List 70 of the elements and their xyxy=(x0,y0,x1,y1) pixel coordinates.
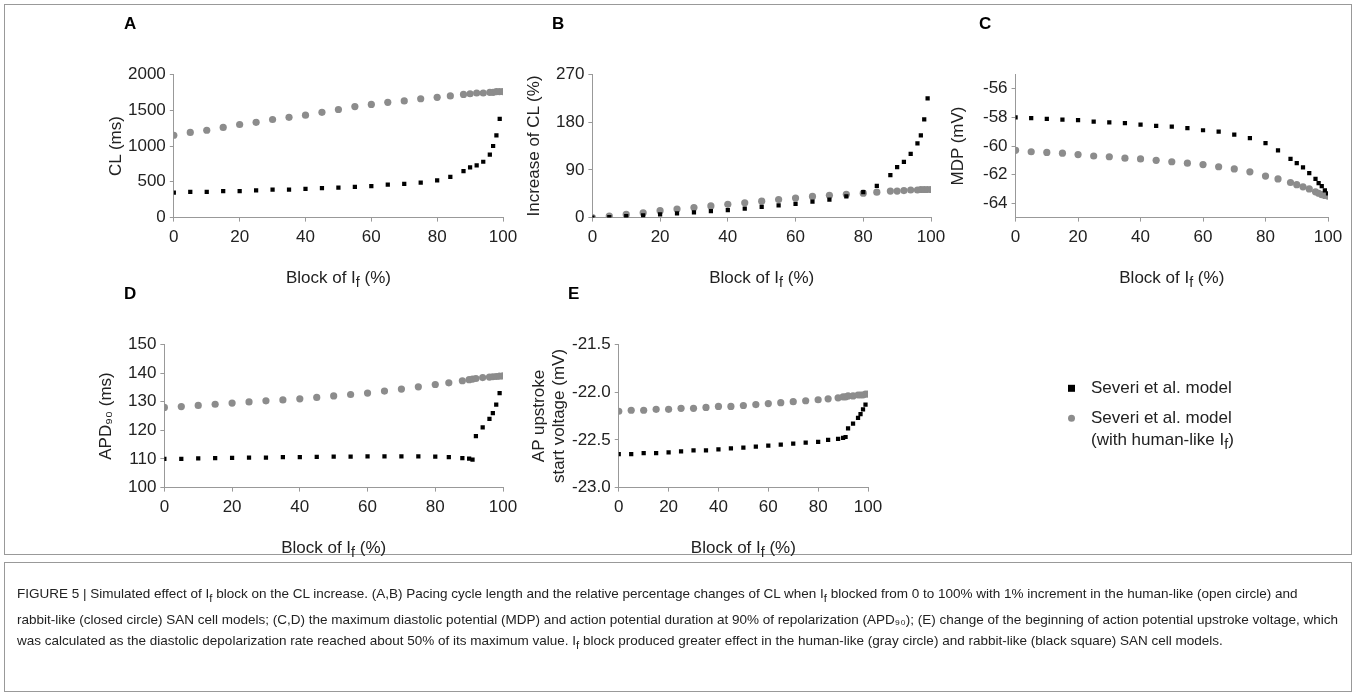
x-tick-label: 80 xyxy=(808,497,828,517)
x-tick-label: 60 xyxy=(361,227,381,247)
x-tick-label: 40 xyxy=(1131,227,1150,247)
y-tick-label: -22.0 xyxy=(572,381,611,401)
x-tick-label: 20 xyxy=(1068,227,1088,247)
y-tick-label: -62 xyxy=(982,164,1008,184)
y-tick-label: 140 xyxy=(127,362,157,382)
y-tick-label: 500 xyxy=(137,171,166,191)
x-axis-title: Block of I$_{f}$ (%) xyxy=(281,537,387,560)
y-tick-label: -21.5 xyxy=(572,334,611,354)
y-axis-title: AP upstroke start voltage (mV) xyxy=(528,348,569,484)
x-axis-title: Block of I$_{f}$ (%) xyxy=(709,267,815,290)
x-tick-label: 0 xyxy=(614,497,624,517)
x-tick-label: 80 xyxy=(425,497,445,517)
y-tick-label: 120 xyxy=(127,420,157,440)
y-tick-label: 2000 xyxy=(127,64,166,84)
y-tick-label: 0 xyxy=(156,207,166,227)
y-axis-title: APD₉₀ (ms) xyxy=(96,372,117,460)
y-tick-label: -60 xyxy=(982,135,1008,155)
x-tick-label: 40 xyxy=(718,227,738,247)
chart-title: B xyxy=(552,13,565,33)
y-axis-title: CL (ms) xyxy=(105,116,126,176)
y-tick-label: -56 xyxy=(982,78,1008,98)
x-tick-label: 60 xyxy=(758,497,778,517)
x-axis-title: Block of I$_{f}$ (%) xyxy=(1119,267,1225,290)
y-tick-label: 150 xyxy=(127,334,157,354)
legend-label: Severi et al. model (with human-like I$_{f}$) xyxy=(1091,406,1234,455)
chart-title: E xyxy=(568,283,580,303)
x-tick-label: 80 xyxy=(853,227,873,247)
x-tick-label: 40 xyxy=(708,497,728,517)
x-tick-label: 0 xyxy=(169,227,179,247)
x-tick-label: 100 xyxy=(853,497,883,517)
x-axis-title: Block of I$_{f}$ (%) xyxy=(690,537,796,560)
x-tick-label: 40 xyxy=(296,227,315,247)
text: FIGURE 5 | Simulated effect of I$_{f}$ block on the CL increase. (A,B) Pacing cycle length and the relative percentage changes of CL when I$_{f}$ blocked from 0 to 100% with 1% increment in the human-like (open circle) and rabbit-like (closed circle) SAN cell models; (C,D) the maximum diastolic potential (MDP) and action potential duration at 90% of repolarization (APD₉₀); (E) change of the beginning of action potential upstroke voltage, which was calculated as the diastolic depolarization rate reached about 50% of its maximum value. I$_{f}$ block produced greater effect in the human-like (gray circle) and rabbit-like (black square) SAN cell models. xyxy=(17,586,1339,651)
legend-label: Severi et al. model xyxy=(1091,376,1232,399)
x-tick-label: 80 xyxy=(1256,227,1275,247)
y-tick-label: 180 xyxy=(555,111,585,131)
x-tick-label: 0 xyxy=(1010,227,1021,247)
y-axis-title: MDP (mV) xyxy=(947,106,968,186)
y-tick-label: 100 xyxy=(127,477,157,497)
chart-title: D xyxy=(124,283,137,303)
x-tick-label: 40 xyxy=(290,497,310,517)
y-tick-label: -22.5 xyxy=(572,429,611,449)
x-tick-label: 20 xyxy=(650,227,670,247)
x-tick-label: 100 xyxy=(488,227,518,247)
x-tick-label: 100 xyxy=(488,497,518,517)
y-tick-label: 270 xyxy=(555,64,585,84)
x-tick-label: 80 xyxy=(427,227,447,247)
chart-title: C xyxy=(979,13,992,33)
x-tick-label: 100 xyxy=(916,227,946,247)
y-tick-label: 1500 xyxy=(127,99,166,119)
x-tick-label: 60 xyxy=(1193,227,1213,247)
x-tick-label: 20 xyxy=(230,227,250,247)
y-axis-title: Increase of CL (%) xyxy=(524,75,545,217)
x-tick-label: 20 xyxy=(659,497,679,517)
y-tick-label: -58 xyxy=(982,107,1008,127)
y-tick-label: 110 xyxy=(129,448,157,468)
x-tick-label: 100 xyxy=(1313,227,1343,247)
x-tick-label: 20 xyxy=(222,497,242,517)
y-tick-label: -64 xyxy=(982,192,1008,212)
y-tick-label: -23.0 xyxy=(572,477,611,497)
y-tick-label: 0 xyxy=(574,207,585,227)
y-tick-label: 90 xyxy=(565,159,585,179)
y-tick-label: 130 xyxy=(127,391,157,411)
y-tick-label: 1000 xyxy=(127,135,166,155)
x-axis-title: Block of I$_{f}$ (%) xyxy=(285,267,391,290)
x-tick-label: 60 xyxy=(786,227,806,247)
x-tick-label: 60 xyxy=(358,497,378,517)
chart-title: A xyxy=(124,13,137,33)
